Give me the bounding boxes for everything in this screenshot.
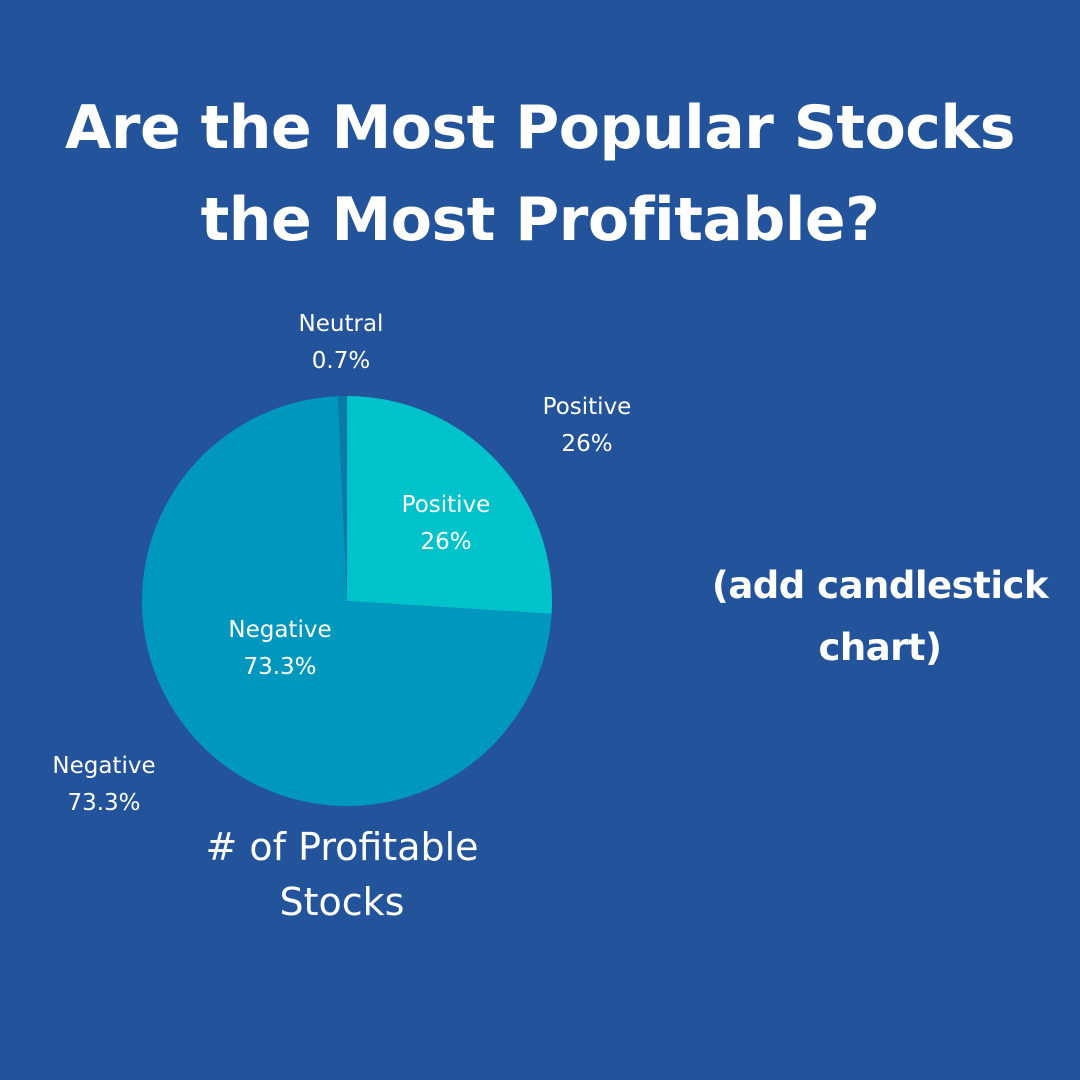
placeholder-note: (add candlestick chart) [711, 555, 1049, 679]
title-line-2: the Most Profitable? [200, 185, 880, 255]
title-line-1: Are the Most Popular Stocks [65, 93, 1016, 163]
outer-label-negative-name: Negative [52, 753, 156, 779]
inner-label-positive-value: 26% [420, 529, 472, 555]
inner-label-negative-name: Negative [228, 617, 332, 643]
outer-label-neutral: Neutral 0.7% [299, 306, 384, 380]
outer-label-neutral-value: 0.7% [311, 348, 371, 374]
outer-label-positive-name: Positive [542, 394, 632, 420]
outer-label-negative-value: 73.3% [67, 790, 141, 816]
outer-label-negative: Negative 73.3% [52, 748, 155, 822]
placeholder-note-line-1: (add candlestick [711, 564, 1049, 607]
inner-label-positive-name: Positive [401, 492, 491, 518]
chart-caption: # of Profitable Stocks [205, 820, 478, 930]
placeholder-note-line-2: chart) [818, 626, 942, 669]
page-title: Are the Most Popular Stocks the Most Pro… [20, 82, 1060, 266]
pie-slice-neutral [337, 396, 347, 601]
inner-label-negative-value: 73.3% [243, 654, 317, 680]
pie-slice-positive [347, 396, 553, 614]
outer-label-positive: Positive 26% [543, 389, 632, 463]
inner-label-positive: Positive 26% [402, 487, 491, 561]
outer-label-positive-value: 26% [561, 431, 613, 457]
pie-slice-negative [142, 396, 552, 807]
chart-caption-line-1: # of Profitable [205, 825, 479, 869]
chart-caption-line-2: Stocks [279, 880, 405, 924]
outer-label-neutral-name: Neutral [298, 311, 384, 337]
inner-label-negative: Negative 73.3% [228, 612, 331, 686]
